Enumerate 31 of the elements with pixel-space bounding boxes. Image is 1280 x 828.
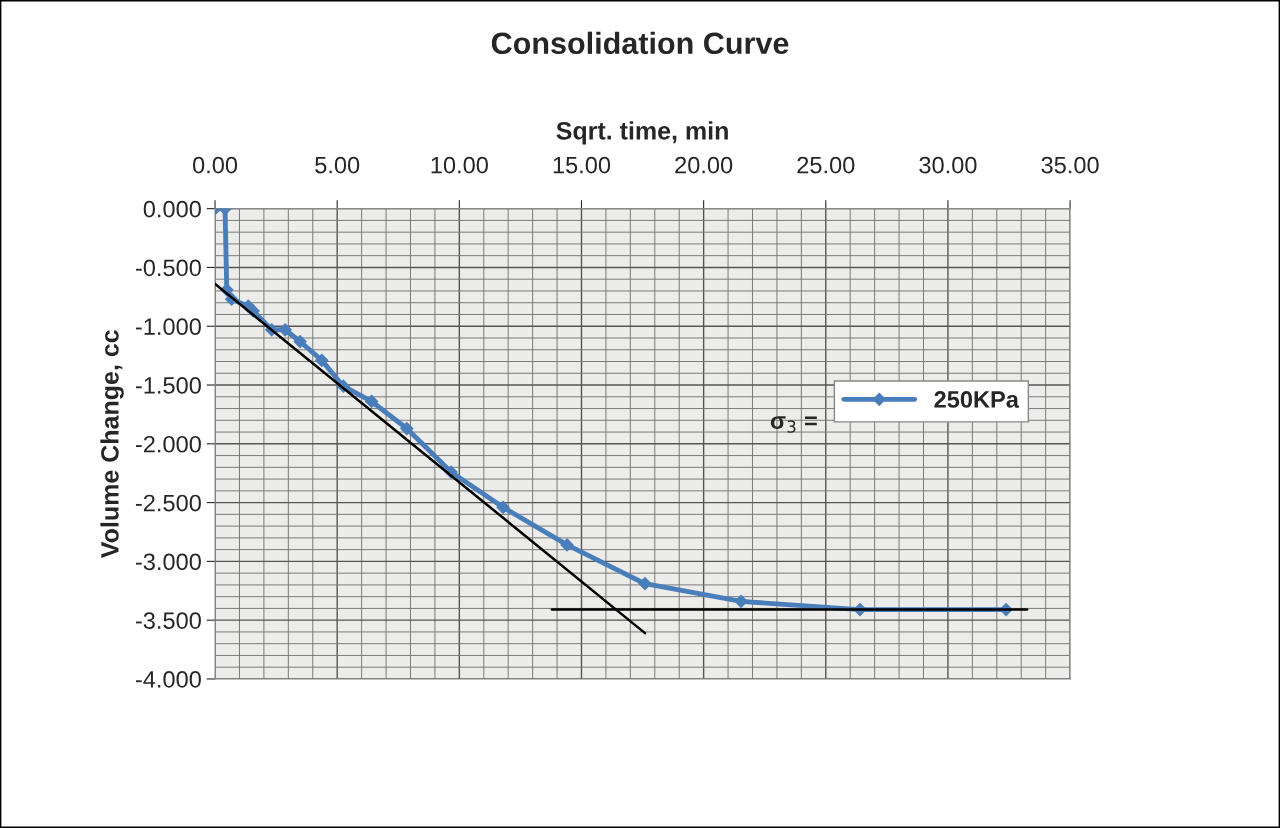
x-tick-label: 30.00: [919, 156, 977, 174]
point: [314, 353, 329, 368]
y-tick-label: -1.500: [135, 377, 201, 394]
y-tick-label: -3.000: [135, 553, 201, 571]
point: [293, 334, 307, 349]
x-axis-title: Sqrt. time, min: [556, 121, 728, 145]
point: [364, 394, 379, 409]
x-tick-label: 15.00: [553, 156, 611, 174]
chart-title: Consolidation Curve: [491, 31, 789, 55]
x-tick-label: 0.00: [192, 156, 238, 174]
legend-label: 250KPa: [934, 391, 1020, 408]
point: [399, 421, 414, 436]
y-tick-label: -2.500: [135, 494, 201, 512]
x-tick-label: 10.00: [431, 156, 488, 174]
x-tick-label: 5.00: [315, 156, 360, 174]
y-tick-label: -3.500: [135, 612, 201, 629]
point: [734, 594, 748, 609]
y-tick-label: -1.000: [135, 318, 201, 336]
point: [278, 322, 293, 337]
x-tick-label: 25.00: [797, 156, 855, 174]
y-tick-label: -4.000: [135, 671, 201, 688]
x-tick-label: 20.00: [675, 156, 733, 174]
point: [496, 500, 510, 515]
y-tick-label: -2.000: [135, 435, 201, 453]
y-tick-label: 0.000: [143, 200, 201, 218]
x-tick-label: 35.00: [1041, 156, 1099, 174]
annotation: σ$_{3}$ =: [770, 416, 817, 433]
y-tick-label: -0.500: [135, 259, 201, 277]
point: [560, 538, 574, 552]
y-axis-title: Volume Change, cc: [100, 330, 124, 559]
point: [638, 576, 652, 591]
